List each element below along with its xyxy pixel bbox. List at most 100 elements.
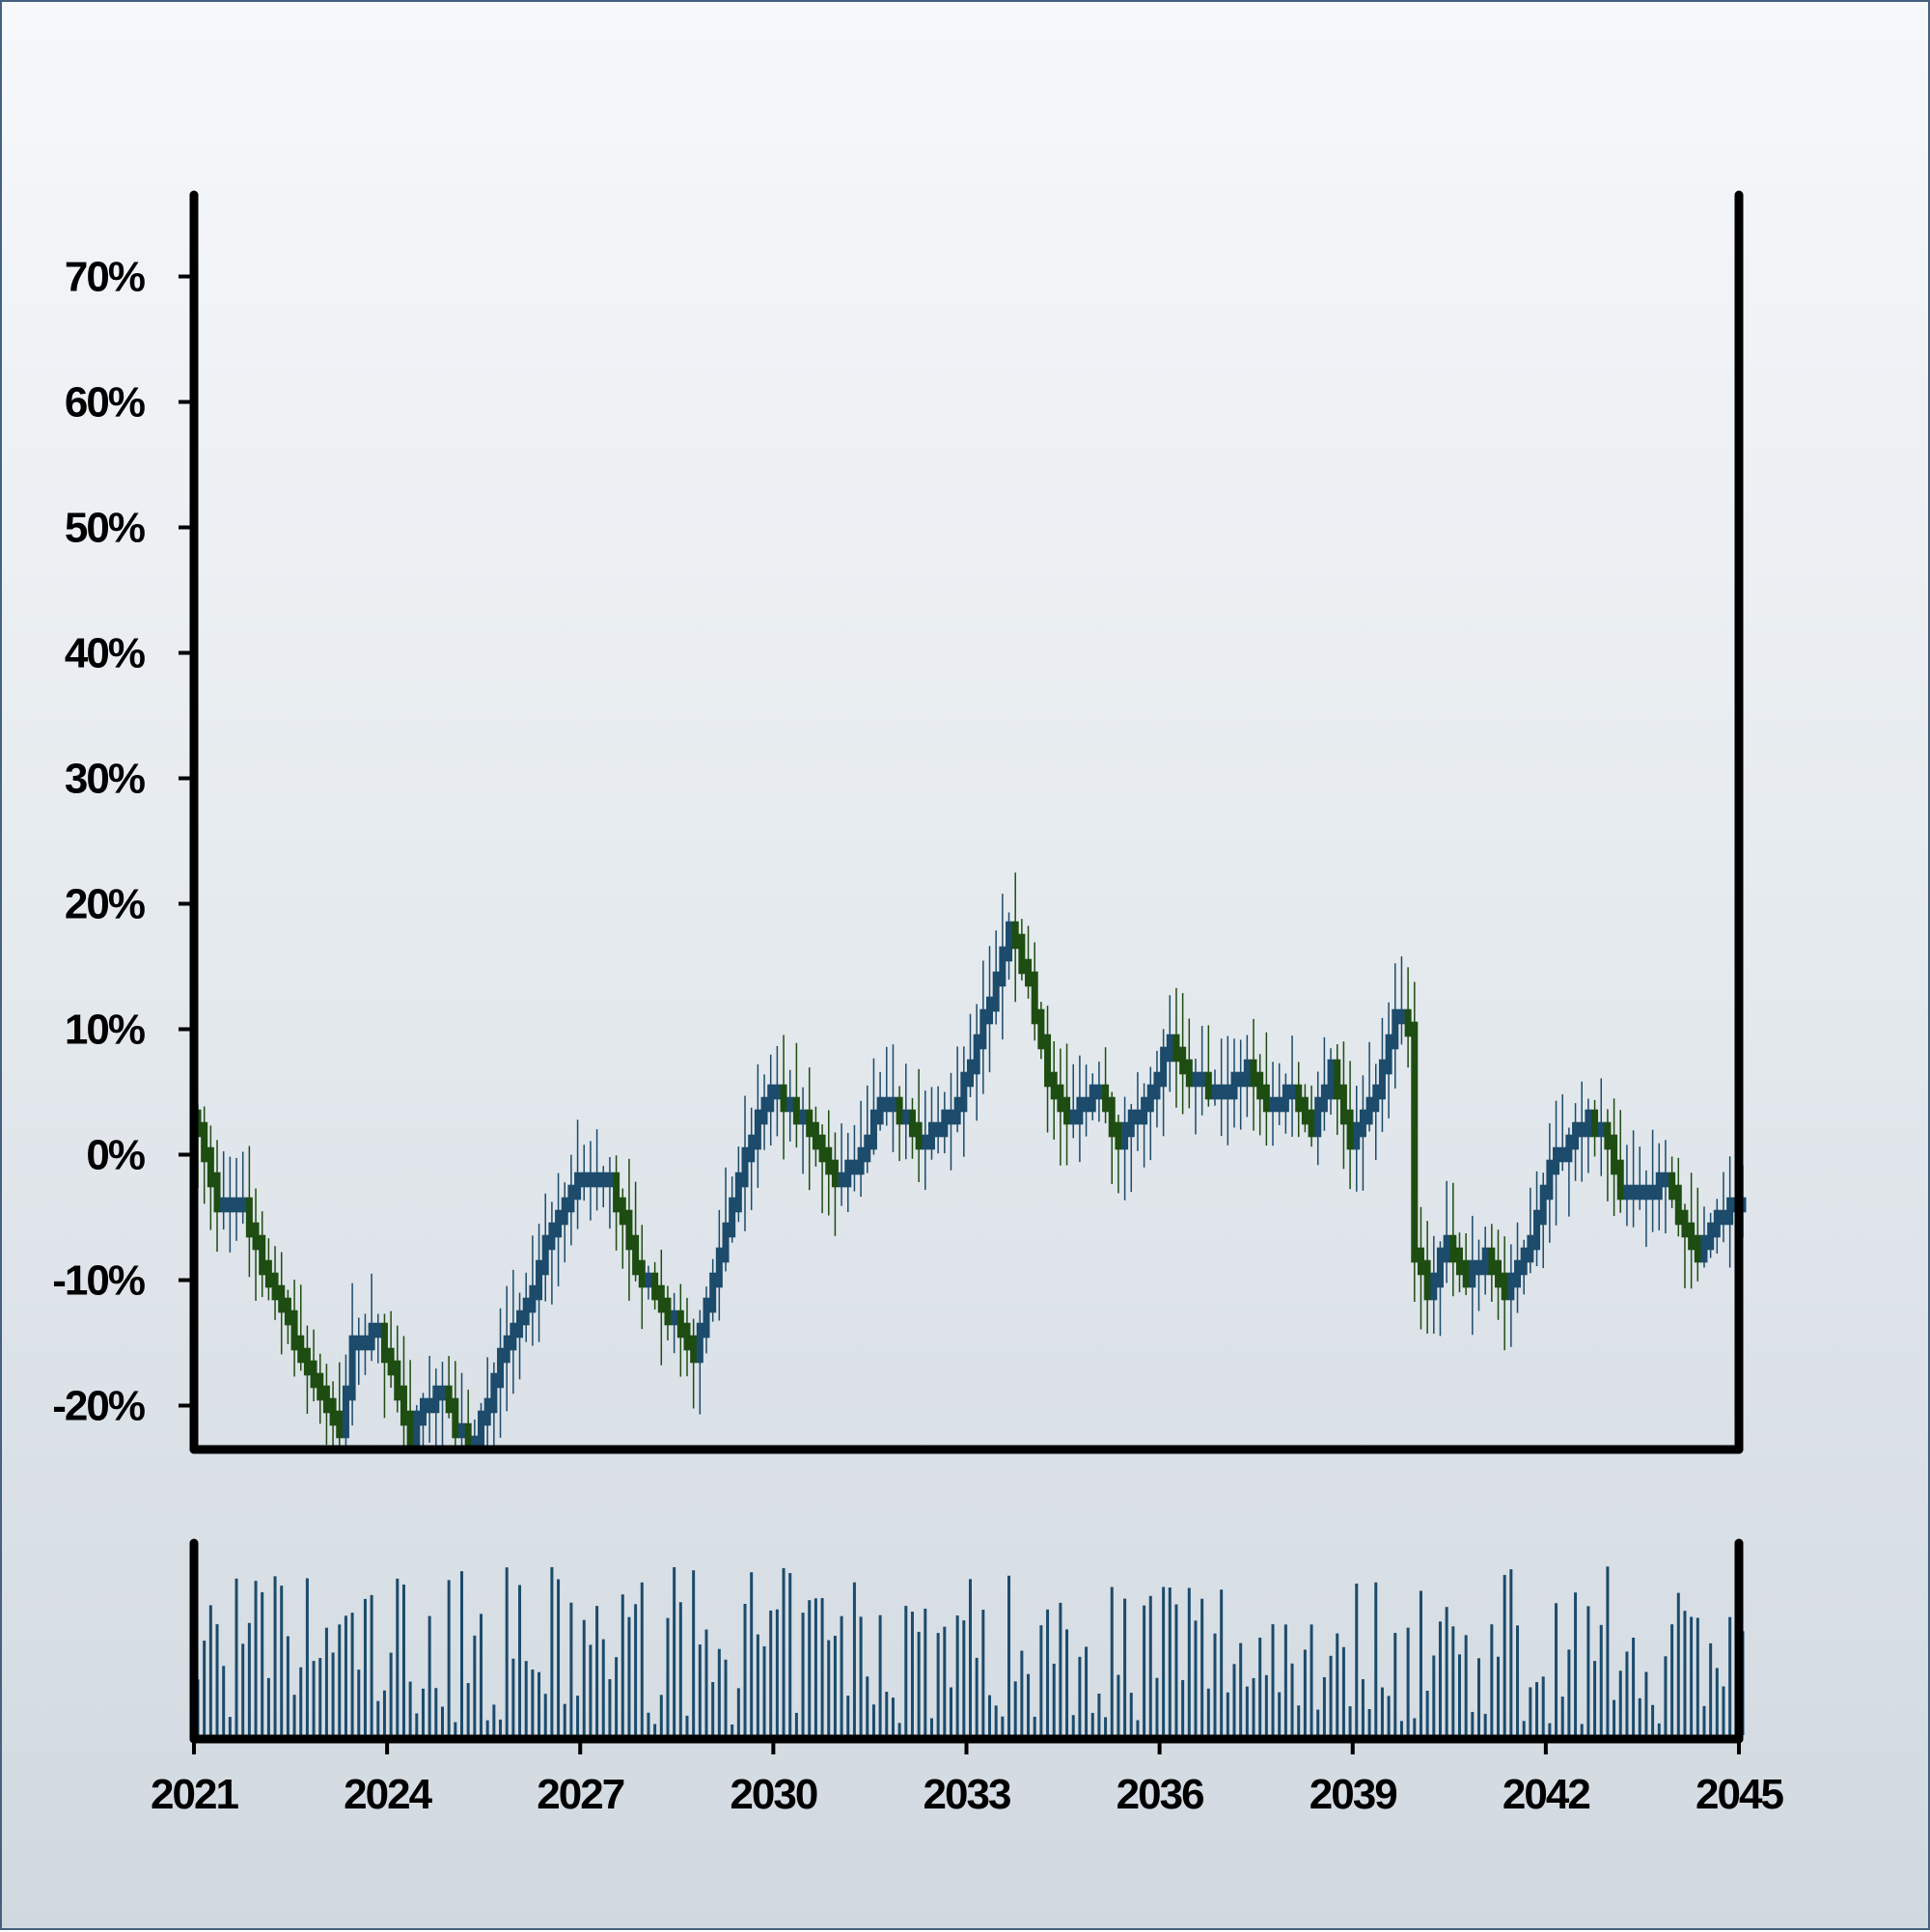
candle xyxy=(773,1045,781,1137)
candle xyxy=(741,1095,749,1231)
volume-bar xyxy=(1516,1625,1520,1735)
y-tick-label: -10% xyxy=(52,1257,145,1305)
candle-body xyxy=(1192,1071,1199,1088)
candle xyxy=(902,1063,910,1160)
candle-body xyxy=(792,1096,800,1125)
candle xyxy=(1134,1072,1142,1151)
candle xyxy=(780,1035,787,1160)
candle-body xyxy=(973,1034,980,1075)
candle-body xyxy=(671,1310,678,1326)
candle-body xyxy=(1520,1247,1528,1276)
candle-body xyxy=(406,1410,414,1446)
candle-body xyxy=(1288,1084,1296,1100)
volume-bar xyxy=(878,1615,882,1735)
candle xyxy=(1553,1100,1560,1226)
volume-bar xyxy=(1406,1627,1410,1735)
candle xyxy=(458,1372,466,1446)
volume-bar xyxy=(1039,1625,1043,1735)
candle xyxy=(1353,1086,1361,1192)
x-tick-label: 2039 xyxy=(1310,1771,1396,1818)
volume-bar xyxy=(1476,1658,1480,1735)
candle xyxy=(992,930,1000,1025)
candle xyxy=(355,1317,363,1386)
volume-bar xyxy=(1535,1682,1539,1735)
volume-bar xyxy=(955,1615,959,1735)
candle xyxy=(406,1360,414,1446)
candle xyxy=(510,1269,517,1394)
candle-body xyxy=(1726,1197,1734,1226)
y-tick-label: 40% xyxy=(65,630,145,677)
candle-body xyxy=(1346,1109,1354,1150)
volume-bar xyxy=(949,1687,952,1735)
candle xyxy=(1720,1172,1727,1243)
candle-body xyxy=(522,1297,530,1326)
y-tick-label: 60% xyxy=(65,379,145,427)
candle xyxy=(664,1285,672,1341)
candle xyxy=(259,1211,266,1297)
volume-bar xyxy=(396,1578,400,1735)
volume-bar xyxy=(1593,1661,1597,1735)
candle-body xyxy=(471,1435,479,1446)
candle xyxy=(844,1132,852,1213)
volume-bar xyxy=(234,1578,238,1735)
candle xyxy=(734,1145,742,1223)
candle-body xyxy=(1018,933,1026,975)
volume-bar xyxy=(261,1591,264,1735)
candle-body xyxy=(1006,921,1013,962)
candle xyxy=(1230,1038,1238,1128)
candle-body xyxy=(516,1310,524,1339)
candle-body xyxy=(613,1172,620,1213)
x-tick-label: 2042 xyxy=(1503,1771,1589,1818)
candle xyxy=(1243,1035,1251,1118)
volume-bar xyxy=(678,1602,682,1735)
candle xyxy=(329,1381,337,1446)
candle xyxy=(252,1188,260,1301)
candle xyxy=(516,1292,524,1380)
candle-body xyxy=(1507,1272,1515,1301)
candle xyxy=(767,1054,775,1146)
candle-body xyxy=(1558,1146,1566,1163)
volume-bar xyxy=(1529,1687,1532,1735)
candle xyxy=(419,1393,427,1446)
candle xyxy=(1141,1083,1148,1168)
volume-bar xyxy=(454,1722,457,1735)
volume-bar xyxy=(1361,1679,1365,1735)
candle-body xyxy=(1475,1259,1482,1276)
candle xyxy=(1514,1222,1522,1313)
volume-bar xyxy=(1001,1716,1005,1735)
candle-body xyxy=(1597,1121,1605,1138)
volume-bar xyxy=(994,1705,998,1735)
candle-body xyxy=(355,1335,363,1351)
volume-bar xyxy=(704,1629,708,1735)
volume-bar xyxy=(852,1582,856,1735)
candle-body xyxy=(361,1335,369,1351)
candle xyxy=(1707,1212,1715,1258)
volume-bar xyxy=(1709,1642,1713,1735)
candle xyxy=(374,1313,382,1364)
volume-bar xyxy=(254,1581,258,1735)
volume-bar xyxy=(827,1640,831,1735)
volume-bar xyxy=(1033,1716,1036,1735)
volume-bar xyxy=(1213,1633,1217,1735)
volume-bar xyxy=(1464,1635,1468,1735)
candle xyxy=(1507,1244,1515,1347)
candle-body xyxy=(1115,1121,1122,1150)
volume-bar xyxy=(750,1572,754,1735)
volume-bar xyxy=(1271,1624,1275,1735)
volume-bar xyxy=(1336,1633,1339,1735)
candle xyxy=(1423,1221,1431,1334)
candle xyxy=(1153,1050,1161,1128)
volume-bar xyxy=(840,1615,843,1735)
volume-bar xyxy=(1541,1676,1545,1735)
candle xyxy=(831,1132,839,1236)
candle-body xyxy=(1224,1084,1231,1100)
candle-body xyxy=(1636,1184,1643,1201)
volume-bar xyxy=(731,1724,734,1735)
candle-body xyxy=(908,1109,916,1138)
candle xyxy=(934,1086,942,1154)
volume-bar xyxy=(924,1608,927,1735)
candle xyxy=(799,1087,807,1174)
volume-bar xyxy=(1574,1592,1578,1735)
candle-body xyxy=(1146,1084,1154,1113)
